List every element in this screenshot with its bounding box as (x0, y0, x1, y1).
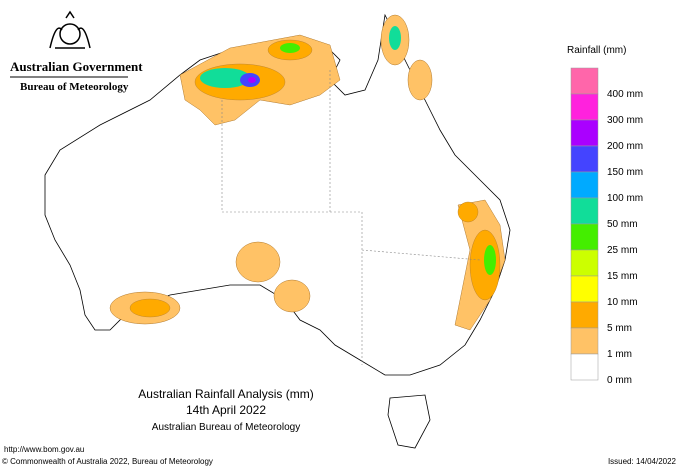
legend-swatch (570, 223, 599, 251)
legend-swatch (570, 145, 599, 173)
legend-swatch (570, 119, 599, 147)
legend-label: 50 mm (607, 219, 638, 230)
caption-line: 14th April 2022 (186, 403, 266, 417)
legend-label: 5 mm (607, 323, 632, 334)
copyright: © Commonwealth of Australia 2022, Bureau… (2, 457, 213, 466)
caption-line: Australian Bureau of Meteorology (152, 422, 300, 433)
legend-swatch (570, 249, 599, 277)
legend-swatch (570, 93, 599, 121)
legend-label: 0 mm (607, 375, 632, 386)
legend-title: Rainfall (mm) (567, 45, 626, 56)
legend: 400 mm 300 mm 200 mm 150 mm 100 mm 50 mm 25 mm… (570, 67, 643, 386)
issued: Issued: 14/04/2022 (608, 457, 677, 466)
gov-name: Australian Government (10, 59, 143, 74)
legend-swatch (570, 301, 599, 329)
legend-label: 25 mm (607, 245, 638, 256)
coat-of-arms (49, 10, 91, 49)
legend-swatch (570, 275, 599, 303)
legend-swatch (570, 67, 599, 95)
legend-label: 100 mm (607, 193, 643, 204)
legend-label: 15 mm (607, 271, 638, 282)
legend-swatch (570, 197, 599, 225)
bureau-name: Bureau of Meteorology (20, 81, 129, 93)
map (44, 13, 511, 449)
legend-label: 400 mm (607, 89, 643, 100)
legend-label: 200 mm (607, 141, 643, 152)
legend-swatch (570, 327, 599, 355)
legend-label: 10 mm (607, 297, 638, 308)
legend-label: 150 mm (607, 167, 643, 178)
legend-swatch (570, 353, 599, 381)
legend-label: 300 mm (607, 115, 643, 126)
caption-line: Australian Rainfall Analysis (mm) (138, 387, 313, 401)
legend-label: 1 mm (607, 349, 632, 360)
legend-swatch (570, 171, 599, 199)
url: http://www.bom.gov.au (4, 445, 84, 454)
